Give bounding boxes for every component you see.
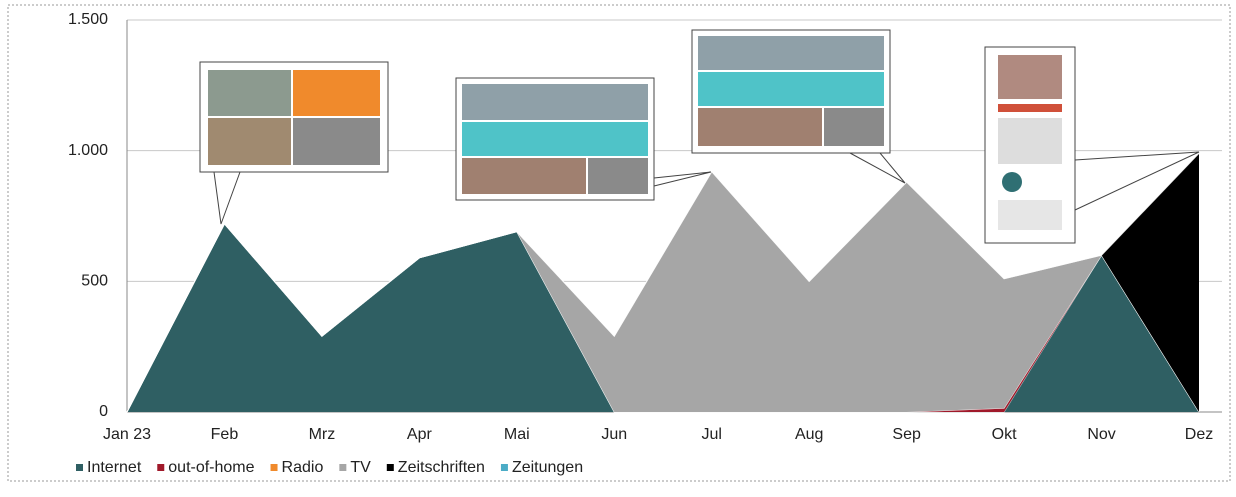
x-tick-label: Sep <box>892 426 921 443</box>
area-fill <box>127 171 1199 412</box>
thumbnail <box>698 72 884 106</box>
legend-swatch <box>270 464 278 471</box>
thumbnail <box>824 108 884 146</box>
thumbnail <box>462 84 648 120</box>
x-tick-label: Okt <box>992 426 1017 443</box>
thumbnail <box>208 70 291 116</box>
thumbnail <box>462 158 586 194</box>
area-line <box>126 152 1200 413</box>
x-tick-label: Aug <box>795 426 823 443</box>
thumbnail <box>998 104 1062 112</box>
callout-pointer <box>653 171 712 187</box>
legend-swatch <box>157 464 165 471</box>
legend-label: Zeitungen <box>512 459 583 476</box>
legend-swatch <box>339 464 347 471</box>
labels: 0 500 1.000 1.500 Jan 23 Feb Mrz Apr Mai Jun Jul Au… <box>68 11 1213 443</box>
areas <box>126 152 1200 413</box>
callouts <box>199 29 1200 244</box>
thumbnail <box>462 122 648 156</box>
x-tick-label: Jan 23 <box>103 426 151 443</box>
thumbnail <box>998 200 1062 230</box>
x-tick-label: Jul <box>702 426 722 443</box>
legend-label: Radio <box>282 459 324 476</box>
thumbnail <box>698 36 884 70</box>
y-tick-label: 500 <box>81 273 108 290</box>
x-tick-label: Jun <box>601 426 627 443</box>
legend-label: Internet <box>87 459 142 476</box>
x-tick-label: Dez <box>1185 426 1213 443</box>
y-tick-label: 0 <box>99 403 108 420</box>
legend-swatch <box>500 464 508 471</box>
x-tick-label: Apr <box>407 426 433 443</box>
thumbnail <box>698 108 822 146</box>
area-fill <box>127 223 1199 412</box>
thumbnail <box>293 70 380 116</box>
legend-swatch <box>76 464 83 471</box>
callout-pointer <box>849 152 906 184</box>
thumbnail <box>1002 172 1022 192</box>
x-tick-label: Mrz <box>309 426 336 443</box>
thumbnail <box>293 118 380 165</box>
y-tick-label: 1.000 <box>68 142 108 159</box>
callout-pointer <box>213 171 241 225</box>
legend-label: Zeitschriften <box>398 459 485 476</box>
legend: Internet out-of-home Radio TV Zeitschriften Z… <box>76 459 583 476</box>
thumbnail <box>998 118 1062 164</box>
x-tick-label: Feb <box>211 426 239 443</box>
chart-border <box>7 4 1231 482</box>
callout-pointer <box>1074 151 1200 211</box>
legend-swatch <box>386 464 394 471</box>
thumbnail <box>998 55 1062 99</box>
x-tick-label: Nov <box>1087 426 1115 443</box>
legend-label: TV <box>350 459 371 476</box>
thumbnail <box>208 118 291 165</box>
legend-label: out-of-home <box>168 459 254 476</box>
x-tick-label: Mai <box>504 426 530 443</box>
y-tick-label: 1.500 <box>68 11 108 28</box>
thumbnail <box>588 158 648 194</box>
